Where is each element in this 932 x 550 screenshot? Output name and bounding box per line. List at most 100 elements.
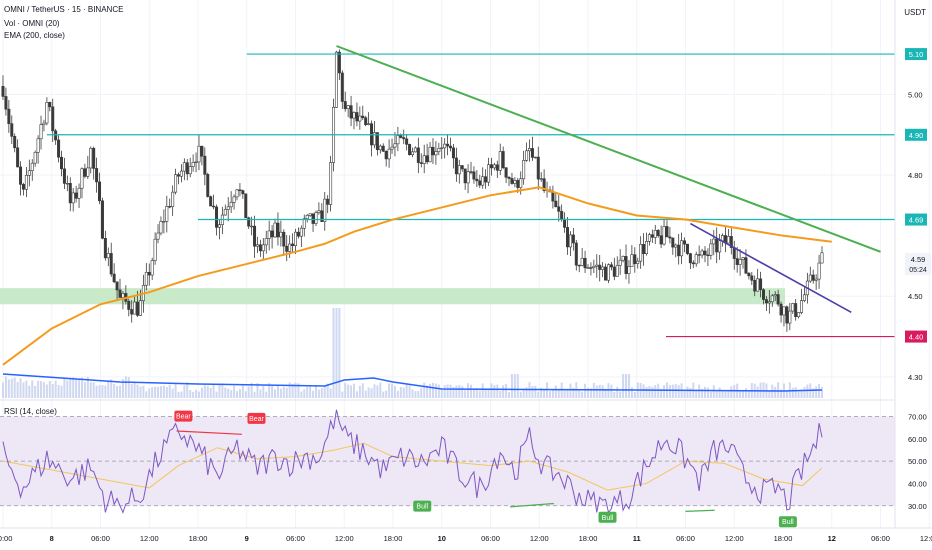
candle-body	[484, 176, 488, 183]
volume-bar	[747, 391, 750, 398]
candle-body	[759, 278, 763, 290]
volume-bar	[484, 389, 487, 398]
candle-body	[589, 267, 593, 269]
volume-bar	[780, 389, 783, 398]
volume-bar	[625, 374, 628, 398]
rsi-legend[interactable]: RSI (14, close)	[4, 407, 57, 416]
volume-bar	[569, 383, 572, 398]
x-tick-label: 06:00	[91, 534, 110, 543]
volume-bar	[525, 387, 528, 398]
currency-label[interactable]: USDT	[904, 8, 926, 17]
candle-body	[636, 260, 640, 264]
volume-bar	[119, 385, 121, 398]
symbol-title[interactable]: OMNI / TetherUS · 15 · BINANCE	[4, 5, 124, 14]
signal-text: Bull	[416, 504, 428, 511]
candle-body	[112, 273, 116, 283]
y-tick-label: 5.00	[908, 90, 923, 99]
x-tick-label: 06:00	[286, 534, 305, 543]
candle-body	[238, 189, 242, 191]
volume-bar	[613, 391, 616, 398]
signal-badge	[174, 410, 193, 422]
signal-text: Bear	[176, 414, 191, 421]
candle-body	[59, 156, 63, 170]
candle-body	[384, 151, 388, 160]
candle-body	[568, 234, 572, 248]
volume-bar	[396, 390, 399, 398]
candle-body	[7, 108, 11, 125]
rsi-tick-label: 50.00	[908, 457, 927, 466]
volume-bar	[28, 385, 31, 398]
volume-bar	[654, 385, 657, 398]
candle-body	[393, 143, 397, 148]
candle-body	[89, 147, 93, 169]
candle-body	[118, 289, 122, 298]
candle-body	[527, 148, 531, 152]
candle-body	[580, 257, 584, 266]
volume-bar	[367, 387, 370, 398]
volume-bar	[209, 387, 212, 398]
volume-bar	[241, 385, 244, 398]
volume-bar	[598, 384, 601, 398]
volume-legend[interactable]: Vol · OMNI (20)	[4, 19, 60, 28]
candle-body	[51, 106, 55, 132]
candle-body	[542, 178, 546, 191]
candle-body	[223, 209, 227, 216]
volume-bar	[402, 387, 405, 398]
volume-bar	[739, 389, 742, 398]
candle-body	[797, 312, 801, 317]
candle-body	[457, 165, 461, 175]
candle-body	[299, 227, 303, 237]
ema-legend[interactable]: EMA (200, close)	[4, 31, 65, 40]
volume-bar	[815, 386, 818, 398]
candle-body	[337, 51, 341, 74]
volume-bar	[92, 382, 95, 398]
candle-body	[71, 192, 75, 204]
candle-body	[563, 218, 567, 228]
volume-bar	[818, 383, 821, 398]
volume-bar	[171, 388, 174, 398]
candle-body	[814, 278, 818, 281]
candle-body	[340, 72, 344, 102]
volume-bar	[95, 385, 98, 398]
volume-bar	[508, 391, 511, 398]
volume-bar	[332, 308, 335, 398]
volume-bar	[589, 388, 592, 398]
volume-bar	[142, 385, 145, 398]
volume-bar	[373, 384, 376, 398]
candle-body	[130, 309, 134, 315]
volume-bar	[437, 384, 440, 398]
candle-body	[95, 168, 99, 183]
volume-bar	[756, 386, 759, 398]
volume-bar	[490, 383, 493, 398]
candle-body	[615, 265, 619, 277]
volume-bar	[382, 391, 385, 398]
signal-badge	[778, 516, 797, 528]
candle-body	[24, 175, 28, 190]
candle-body	[522, 160, 526, 180]
volume-bar	[572, 387, 575, 398]
volume-bar	[423, 382, 426, 398]
candle-body	[469, 171, 473, 173]
volume-bar	[350, 385, 353, 398]
volume-bar	[151, 387, 154, 398]
volume-bar	[399, 386, 402, 398]
volume-bar	[89, 382, 92, 398]
candle-body	[381, 145, 385, 152]
candle-body	[4, 96, 8, 110]
volume-bar	[162, 385, 165, 398]
candle-body	[785, 306, 789, 324]
candle-body	[86, 167, 90, 177]
volume-bar	[224, 387, 227, 398]
x-tick-label: 12:00	[140, 534, 159, 543]
volume-bar	[306, 386, 309, 398]
candle-body	[156, 232, 160, 240]
bear-signal-label: Bear	[247, 412, 266, 424]
volume-bar	[294, 382, 297, 398]
last-price-text: 4.59	[911, 255, 926, 264]
candle-body	[612, 266, 616, 277]
candle-body	[770, 295, 774, 303]
volume-bar	[651, 386, 654, 398]
candle-body	[446, 143, 450, 147]
volume-bar	[10, 378, 13, 398]
